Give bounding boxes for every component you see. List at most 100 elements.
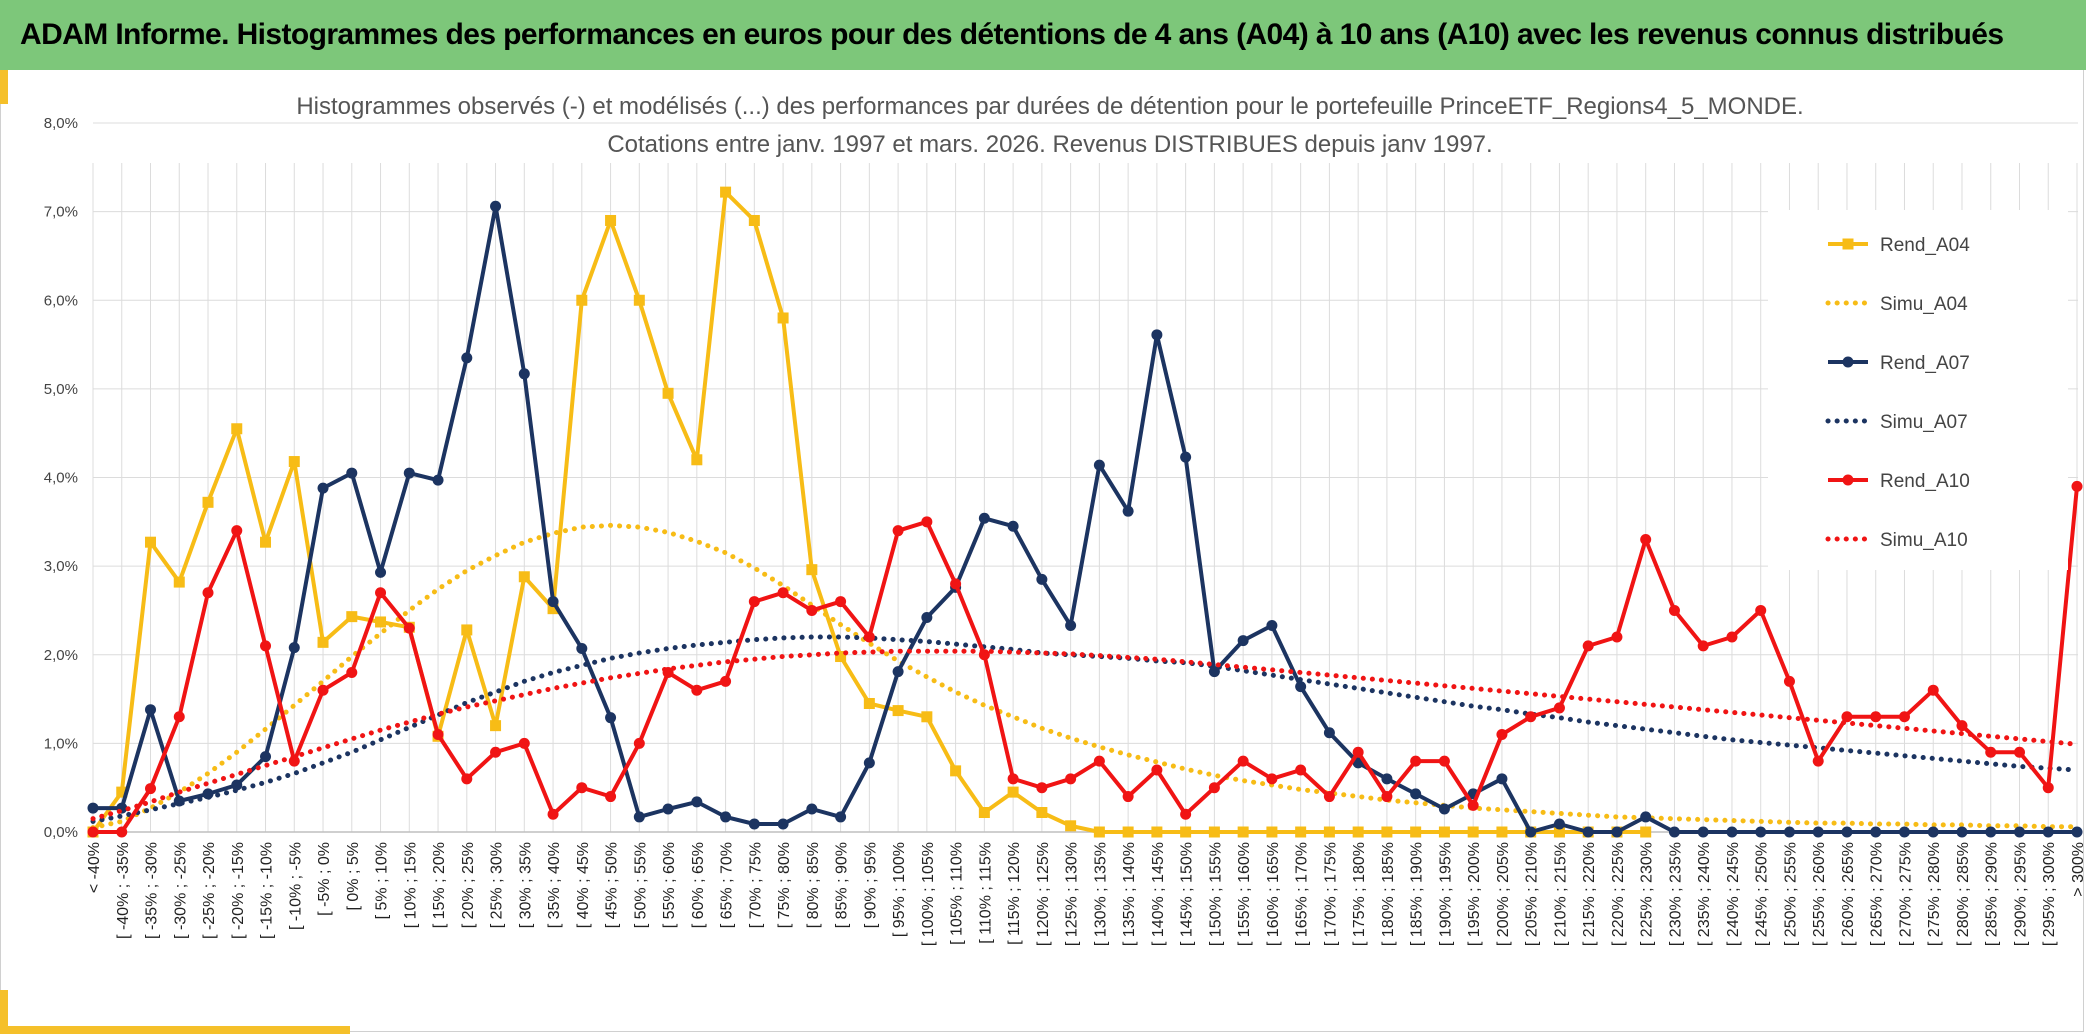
data-point (576, 782, 588, 794)
y-tick-label: 4,0% (44, 470, 78, 487)
x-tick-label: [ 230% ; 235% (1667, 842, 1684, 946)
x-tick-label: [ 15% ; 20% (431, 842, 448, 928)
legend: Rend_A04 Simu_A04 Rend_A07 Simu_A07 Rend_A10… (1768, 210, 2068, 570)
x-tick-label: [ 90% ; 95% (862, 842, 879, 928)
x-tick-label: [ 25% ; 30% (489, 842, 506, 928)
y-tick-label: 5,0% (44, 381, 78, 398)
y-tick-label: 7,0% (44, 204, 78, 221)
data-point (1956, 826, 1968, 838)
data-point (633, 811, 645, 823)
data-point (145, 536, 157, 548)
chart-frame (0, 70, 2084, 1032)
data-point (662, 387, 674, 399)
data-point (173, 576, 185, 588)
data-point (605, 712, 617, 724)
data-point (1755, 826, 1767, 838)
data-point (1065, 773, 1077, 785)
data-point (1122, 505, 1134, 517)
x-tick-label: < -40% (86, 842, 103, 893)
data-point (1668, 826, 1680, 838)
legend-marker (1842, 474, 1854, 486)
data-point (518, 368, 530, 380)
data-point (518, 737, 530, 749)
data-point (1812, 755, 1824, 767)
legend-label: Simu_A04 (1880, 294, 1968, 315)
data-point (1122, 826, 1134, 838)
data-point (432, 729, 444, 741)
data-point (1697, 640, 1709, 652)
y-tick-label: 8,0% (44, 115, 78, 132)
data-point (633, 737, 645, 749)
data-point (1295, 826, 1307, 838)
x-tick-label: [ 135% ; 140% (1121, 842, 1138, 946)
data-point (1438, 803, 1450, 815)
data-point (2042, 782, 2054, 794)
x-tick-label: [ -40% ; -35% (115, 842, 132, 939)
data-point (1870, 826, 1882, 838)
data-point (1295, 681, 1307, 693)
data-point (748, 818, 760, 830)
x-tick-label: [ 165% ; 170% (1294, 842, 1311, 946)
data-point (231, 779, 243, 791)
x-tick-label: [ 260% ; 265% (1840, 842, 1857, 946)
page-title: ADAM Informe. Histogrammes des performan… (20, 18, 2004, 51)
data-point (1295, 764, 1307, 776)
x-tick-label: [ 30% ; 35% (517, 842, 534, 928)
data-point (1266, 826, 1278, 838)
x-tick-label: [ 280% ; 285% (1955, 842, 1972, 946)
x-tick-label: [ 175% ; 180% (1351, 842, 1368, 946)
x-tick-label: [ 60% ; 65% (690, 842, 707, 928)
data-point (1122, 791, 1134, 803)
data-point (662, 803, 674, 815)
data-point (1323, 826, 1335, 838)
legend-label: Rend_A10 (1880, 471, 1970, 492)
series-simu-a07 (90, 634, 2080, 824)
x-tick-label: [ 115% ; 120% (1006, 842, 1023, 945)
data-point (921, 516, 933, 528)
data-point (1093, 826, 1105, 838)
data-point (1036, 573, 1048, 585)
legend-label: Rend_A07 (1880, 353, 1970, 374)
data-point (1381, 773, 1393, 785)
x-tick-label: [ 140% ; 145% (1150, 842, 1167, 946)
x-tick-label: [ 245% ; 250% (1754, 842, 1771, 946)
grid (92, 122, 2078, 833)
data-point (1496, 826, 1508, 838)
data-point (1898, 826, 1910, 838)
x-tick-label: [ 130% ; 135% (1092, 842, 1109, 946)
data-point (1438, 755, 1450, 767)
data-point (1093, 459, 1105, 471)
data-point (375, 566, 387, 578)
x-tick-label: [ 180% ; 185% (1380, 842, 1397, 946)
data-point (1151, 826, 1163, 838)
data-point (1755, 604, 1767, 616)
data-point (1726, 631, 1738, 643)
series-line (90, 648, 2080, 822)
x-tick-label: [ 65% ; 70% (719, 842, 736, 928)
legend-label: Simu_A07 (1880, 412, 1968, 433)
data-point (202, 587, 214, 599)
data-point (260, 751, 272, 763)
chart-title: Histogrammes observés (-) et modélisés (… (296, 93, 1803, 120)
data-point (1525, 826, 1537, 838)
series-simu-a10 (90, 648, 2080, 822)
series-line (93, 204, 2077, 834)
series-simu-a04 (90, 522, 2080, 831)
x-tick-label: [ 50% ; 55% (632, 842, 649, 928)
legend-marker (1842, 238, 1854, 250)
y-axis: 0,0% 1,0% 2,0% 3,0% 4,0% 5,0% 6,0% 7,0% 8,0% (44, 115, 78, 841)
data-point (202, 496, 214, 508)
data-point (691, 454, 703, 466)
x-tick-label: [ 20% ; 25% (460, 842, 477, 928)
data-point (892, 705, 904, 717)
data-point (1410, 826, 1422, 838)
legend-marker (1842, 356, 1854, 368)
data-point (2071, 480, 2083, 492)
data-point (1208, 666, 1220, 678)
x-tick-label: [ -10% ; -5% (287, 842, 304, 930)
x-tick-label: [ 275% ; 280% (1926, 842, 1943, 946)
chart-subtitle: Cotations entre janv. 1997 et mars. 2026… (607, 131, 1492, 158)
data-point (87, 826, 99, 838)
data-point (720, 186, 732, 198)
x-tick-label: [ 70% ; 75% (747, 842, 764, 928)
